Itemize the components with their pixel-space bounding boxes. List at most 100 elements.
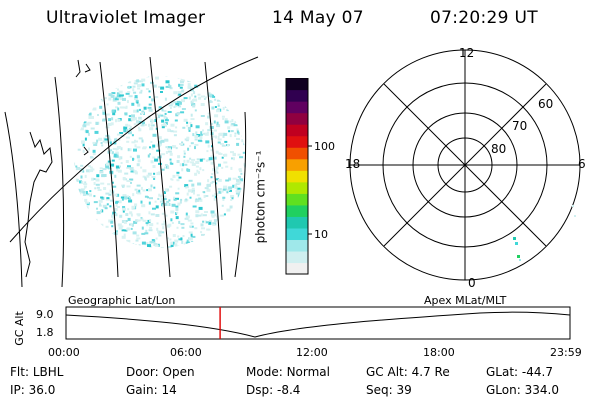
speckle-pixel: [74, 76, 75, 77]
speckle-pixel: [80, 198, 83, 201]
time-label: 07:20:29 UT: [430, 8, 538, 28]
speckle-pixel: [243, 94, 246, 98]
speckle-pixel: [187, 189, 192, 193]
speckle-pixel: [163, 251, 165, 254]
speckle-pixel: [213, 197, 216, 201]
speckle-pixel: [151, 120, 154, 124]
speckle-pixel: [153, 186, 156, 189]
speckle-pixel: [248, 89, 250, 92]
speckle-pixel: [217, 89, 221, 93]
speckle-pixel: [119, 244, 122, 248]
speckle-pixel: [183, 152, 186, 155]
speckle-pixel: [121, 247, 126, 248]
speckle-pixel: [192, 104, 196, 108]
speckle-pixel: [119, 214, 123, 218]
speckle-pixel: [100, 196, 104, 199]
speckle-pixel: [92, 149, 96, 153]
speckle-pixel: [194, 109, 197, 112]
speckle-pixel: [110, 240, 112, 243]
speckle-pixel: [201, 233, 205, 236]
speckle-pixel: [189, 196, 192, 199]
speckle-pixel: [72, 240, 74, 242]
speckle-pixel: [187, 80, 192, 83]
speckle-pixel: [220, 88, 225, 91]
speckle-pixel: [149, 127, 154, 131]
speckle-pixel: [74, 185, 76, 188]
flt-value: LBHL: [32, 365, 64, 379]
speckle-pixel: [176, 171, 180, 174]
speckle-pixel: [204, 187, 209, 190]
speckle-pixel: [179, 73, 183, 75]
colorbar-step: [286, 112, 308, 125]
speckle-pixel: [89, 156, 93, 159]
speckle-pixel: [228, 83, 233, 87]
speckle-pixel: [111, 152, 114, 155]
speckle-pixel: [169, 85, 172, 89]
speckle-pixel: [96, 76, 100, 77]
speckle-pixel: [234, 120, 237, 123]
speckle-pixel: [215, 166, 219, 170]
speckle-pixel: [194, 135, 199, 139]
speckle-pixel: [72, 166, 74, 169]
speckle-pixel: [200, 133, 203, 136]
colorbar-step: [286, 262, 308, 275]
speckle-pixel: [187, 147, 190, 151]
speckle-pixel: [183, 150, 186, 153]
speckle-pixel: [144, 195, 148, 198]
speckle-pixel: [215, 182, 218, 185]
polar-diag-2: [383, 83, 547, 247]
speckle-pixel: [161, 168, 165, 171]
speckle-pixel: [89, 88, 92, 92]
speckle-pixel: [80, 229, 84, 233]
speckle-pixel: [163, 115, 166, 118]
speckle-pixel: [236, 178, 240, 182]
speckle-pixel: [135, 140, 138, 143]
speckle-pixel: [196, 199, 200, 202]
speckle-pixel: [158, 73, 160, 76]
speckle-pixel: [78, 198, 83, 202]
speckle-pixel: [170, 130, 174, 133]
speckle-pixel: [234, 184, 237, 187]
speckle-pixel: [117, 88, 119, 91]
speckle-pixel: [131, 206, 134, 210]
speckle-pixel: [74, 93, 77, 97]
speckle-pixel: [237, 218, 242, 221]
speckle-pixel: [159, 200, 162, 203]
speckle-pixel: [149, 146, 152, 149]
speckle-pixel: [215, 150, 219, 154]
speckle-pixel: [150, 122, 153, 126]
speckle-pixel: [182, 126, 186, 129]
speckle-pixel: [187, 126, 191, 130]
speckle-pixel: [239, 156, 244, 159]
speckle-pixel: [177, 235, 180, 238]
speckle-pixel: [109, 80, 113, 83]
speckle-pixel: [150, 213, 155, 216]
speckle-pixel: [87, 95, 90, 98]
speckle-pixel: [79, 212, 83, 214]
speckle-pixel: [117, 77, 122, 80]
speckle-pixel: [149, 219, 152, 223]
speckle-pixel: [190, 93, 193, 97]
speckle-pixel: [94, 77, 99, 81]
speckle-pixel: [102, 140, 106, 143]
colorbar-step: [286, 181, 308, 194]
speckle-pixel: [244, 99, 246, 102]
speckle-pixel: [232, 177, 237, 180]
speckle-pixel: [217, 136, 220, 139]
speckle-pixel: [151, 98, 154, 102]
speckle-pixel: [88, 226, 93, 230]
speckle-pixel: [110, 94, 115, 98]
speckle-pixel: [181, 99, 185, 103]
speckle-pixel: [128, 244, 132, 247]
speckle-pixel: [240, 172, 243, 175]
speckle-pixel: [180, 80, 184, 84]
speckle-pixel: [227, 240, 232, 244]
speckle-pixel: [158, 143, 162, 146]
speckle-pixel: [170, 123, 175, 127]
speckle-pixel: [109, 205, 112, 208]
speckle-pixel: [168, 199, 171, 202]
speckle-pixel: [236, 142, 240, 146]
speckle-pixel: [105, 251, 108, 253]
speckle-pixel: [239, 168, 242, 172]
speckle-pixel: [176, 179, 180, 182]
